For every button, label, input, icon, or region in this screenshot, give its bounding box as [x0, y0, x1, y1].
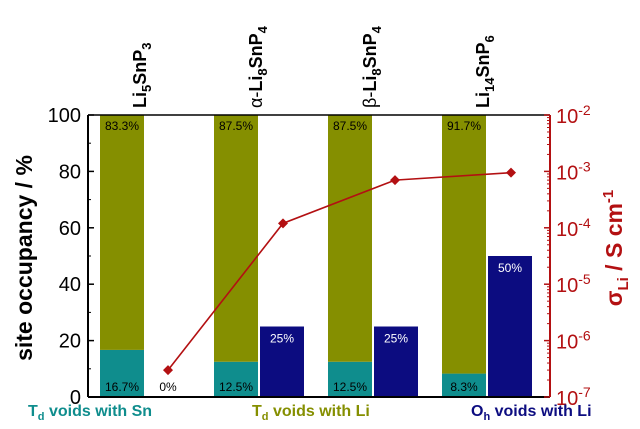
conductivity-line	[167, 171, 512, 371]
bar-td-sn	[442, 373, 486, 397]
label-td-sn: 12.5%	[333, 380, 367, 394]
axes-layer: 0 20 40 60 80 100 site occupancy / % 10-7 10-6 10…	[11, 102, 632, 410]
category-labels-layer: Li5SnP3 α-Li8SnP4 β-Li8SnP4 Li14SnP6	[130, 25, 497, 108]
bar-td-sn	[100, 349, 144, 397]
conductivity-marker	[278, 218, 288, 229]
y-right-axis-label: σLi / S cm-1	[600, 190, 632, 307]
legend-td-li-rest: voids with Li	[268, 403, 370, 420]
legend-td-sn-sub: d	[37, 411, 45, 424]
conductivity-marker	[506, 167, 516, 178]
y-left-tick-label: 60	[59, 218, 81, 240]
legend-oh-li-rest: voids with Li	[490, 403, 592, 420]
legend-oh-li-sub: h	[483, 411, 491, 424]
legend-td-sn: Td voids with Sn	[28, 403, 152, 423]
y-right-tick-label: 10-3	[556, 158, 591, 184]
bar-labels-layer: 83.3% 16.7% 0% 87.5% 12.5% 25% 87.5% 12.5% 25% 91…	[105, 119, 522, 394]
legend-td-li: Td voids with Li	[252, 403, 370, 423]
legend-oh-li: Oh voids with Li	[471, 403, 592, 423]
bar-oh-li	[374, 326, 418, 397]
legend-td-sn-main: T	[28, 403, 38, 420]
label-td-sn: 12.5%	[219, 380, 253, 394]
label-oh-li: 0%	[159, 380, 177, 394]
conductivity-marker	[163, 365, 173, 376]
label-td-li: 83.3%	[105, 119, 139, 133]
y-right-tick-label: 10-7	[556, 384, 591, 410]
label-td-sn: 8.3%	[450, 380, 478, 394]
bar-td-li	[100, 115, 144, 350]
bar-td-li	[328, 115, 372, 362]
label-oh-li: 50%	[498, 261, 522, 275]
y-right-tick-label: 10-2	[556, 102, 591, 128]
category-label: β-Li8SnP4	[360, 25, 384, 108]
legend-td-li-sub: d	[261, 411, 269, 424]
bar-td-li	[442, 115, 486, 374]
bar-td-li	[214, 115, 258, 362]
bar-td-sn	[328, 361, 372, 397]
legend-td-li-main: T	[252, 403, 262, 420]
category-label: Li14SnP6	[473, 35, 497, 108]
label-td-sn: 16.7%	[105, 380, 139, 394]
y-left-tick-label: 0	[70, 387, 81, 409]
label-td-li: 87.5%	[333, 119, 367, 133]
y-left-tick-label: 100	[48, 105, 81, 127]
bar-td-sn	[214, 361, 258, 397]
category-label: α-Li8SnP4	[246, 25, 270, 108]
label-oh-li: 25%	[270, 332, 294, 346]
category-label: Li5SnP3	[130, 43, 154, 108]
label-oh-li: 25%	[384, 332, 408, 346]
legend-td-sn-rest: voids with Sn	[44, 403, 153, 420]
label-td-li: 91.7%	[447, 119, 481, 133]
legend-oh-li-main: O	[471, 403, 484, 420]
y-left-tick-label: 40	[59, 274, 81, 296]
bar-oh-li	[488, 256, 532, 397]
y-right-tick-label: 10-6	[556, 328, 591, 354]
label-td-li: 87.5%	[219, 119, 253, 133]
y-left-axis-label: site occupancy / %	[11, 155, 37, 361]
bottom-legend: Td voids with Sn Td voids with Li Oh voi…	[0, 400, 640, 429]
y-right-tick-label: 10-5	[556, 271, 591, 297]
bars-layer	[100, 115, 532, 397]
y-left-tick-label: 20	[59, 331, 81, 353]
conductivity-marker	[390, 175, 400, 186]
conductivity-line-layer	[163, 167, 516, 376]
bar-oh-li	[260, 326, 304, 397]
y-left-tick-label: 80	[59, 161, 81, 183]
y-right-tick-label: 10-4	[556, 215, 591, 241]
